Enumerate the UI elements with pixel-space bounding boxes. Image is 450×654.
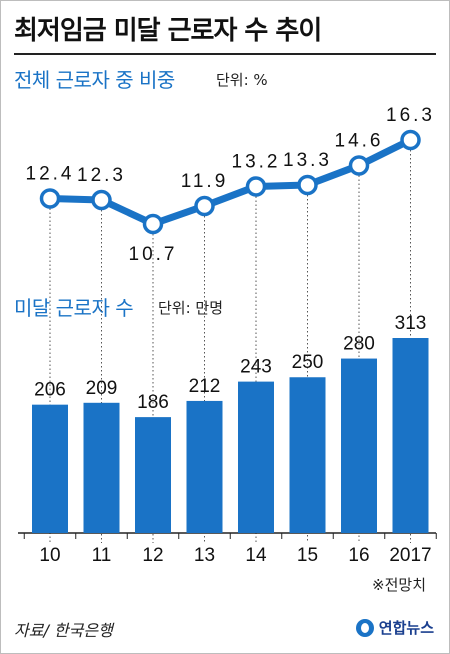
- bar: [186, 400, 223, 533]
- x-tick-label: 16: [348, 545, 369, 566]
- line-value-label: 16.3: [386, 105, 435, 126]
- line-value-label: 13.3: [283, 150, 332, 171]
- line-point: [348, 155, 370, 176]
- bar-value-label: 250: [292, 352, 324, 373]
- x-tick-label: 13: [194, 545, 215, 566]
- x-tick-label: 10: [39, 545, 60, 566]
- bar-value-label: 209: [86, 378, 118, 399]
- x-tick-label: 14: [245, 545, 267, 566]
- yonhap-logo-icon: [355, 618, 374, 637]
- forecast-note: ※전망치: [372, 576, 426, 594]
- bar-panel-unit: 단위: 만명: [158, 299, 224, 317]
- x-tick-label: 11: [92, 545, 112, 566]
- x-tick-label: 2017: [389, 545, 431, 566]
- bar: [289, 377, 326, 533]
- line-value-label: 12.4: [26, 163, 75, 184]
- line-value-label: 13.2: [232, 151, 281, 172]
- x-tick-label: 15: [297, 545, 318, 566]
- bar: [341, 358, 377, 533]
- title-divider: [14, 53, 436, 55]
- line-point: [400, 129, 421, 151]
- bar-value-label: 186: [137, 392, 169, 413]
- line-point: [142, 213, 164, 235]
- bar-value-label: 243: [240, 357, 272, 378]
- yonhap-logo: 연합뉴스: [355, 617, 434, 638]
- bar: [32, 404, 68, 533]
- line-point: [245, 176, 267, 197]
- line-point: [91, 189, 112, 211]
- bar-panel-title: 미달 근로자 수: [14, 296, 134, 320]
- source-credit: 자료/ 한국은행: [14, 621, 113, 640]
- page-title: 최저임금 미달 근로자 수 추이: [14, 16, 322, 46]
- bar-value-label: 212: [189, 376, 221, 397]
- line-value-label: 14.6: [335, 130, 384, 151]
- bar-value-label: 280: [343, 334, 375, 355]
- line-point: [194, 195, 215, 217]
- bar: [238, 381, 274, 533]
- bar: [392, 338, 429, 533]
- bar-value-label: 313: [395, 313, 427, 334]
- line-panel-title: 전체 근로자 중 비중: [14, 68, 175, 92]
- line-point: [39, 188, 61, 209]
- x-tick-label: 12: [142, 545, 163, 566]
- bar-value-label: 206: [34, 380, 66, 401]
- line-point: [297, 174, 318, 196]
- bar: [83, 402, 120, 533]
- line-panel-unit: 단위: %: [216, 71, 268, 89]
- line-value-label: 10.7: [129, 244, 178, 265]
- bar: [135, 417, 171, 533]
- line-value-label: 12.3: [77, 165, 126, 186]
- logo-text: 연합뉴스: [378, 619, 434, 637]
- line-value-label: 11.9: [181, 171, 229, 192]
